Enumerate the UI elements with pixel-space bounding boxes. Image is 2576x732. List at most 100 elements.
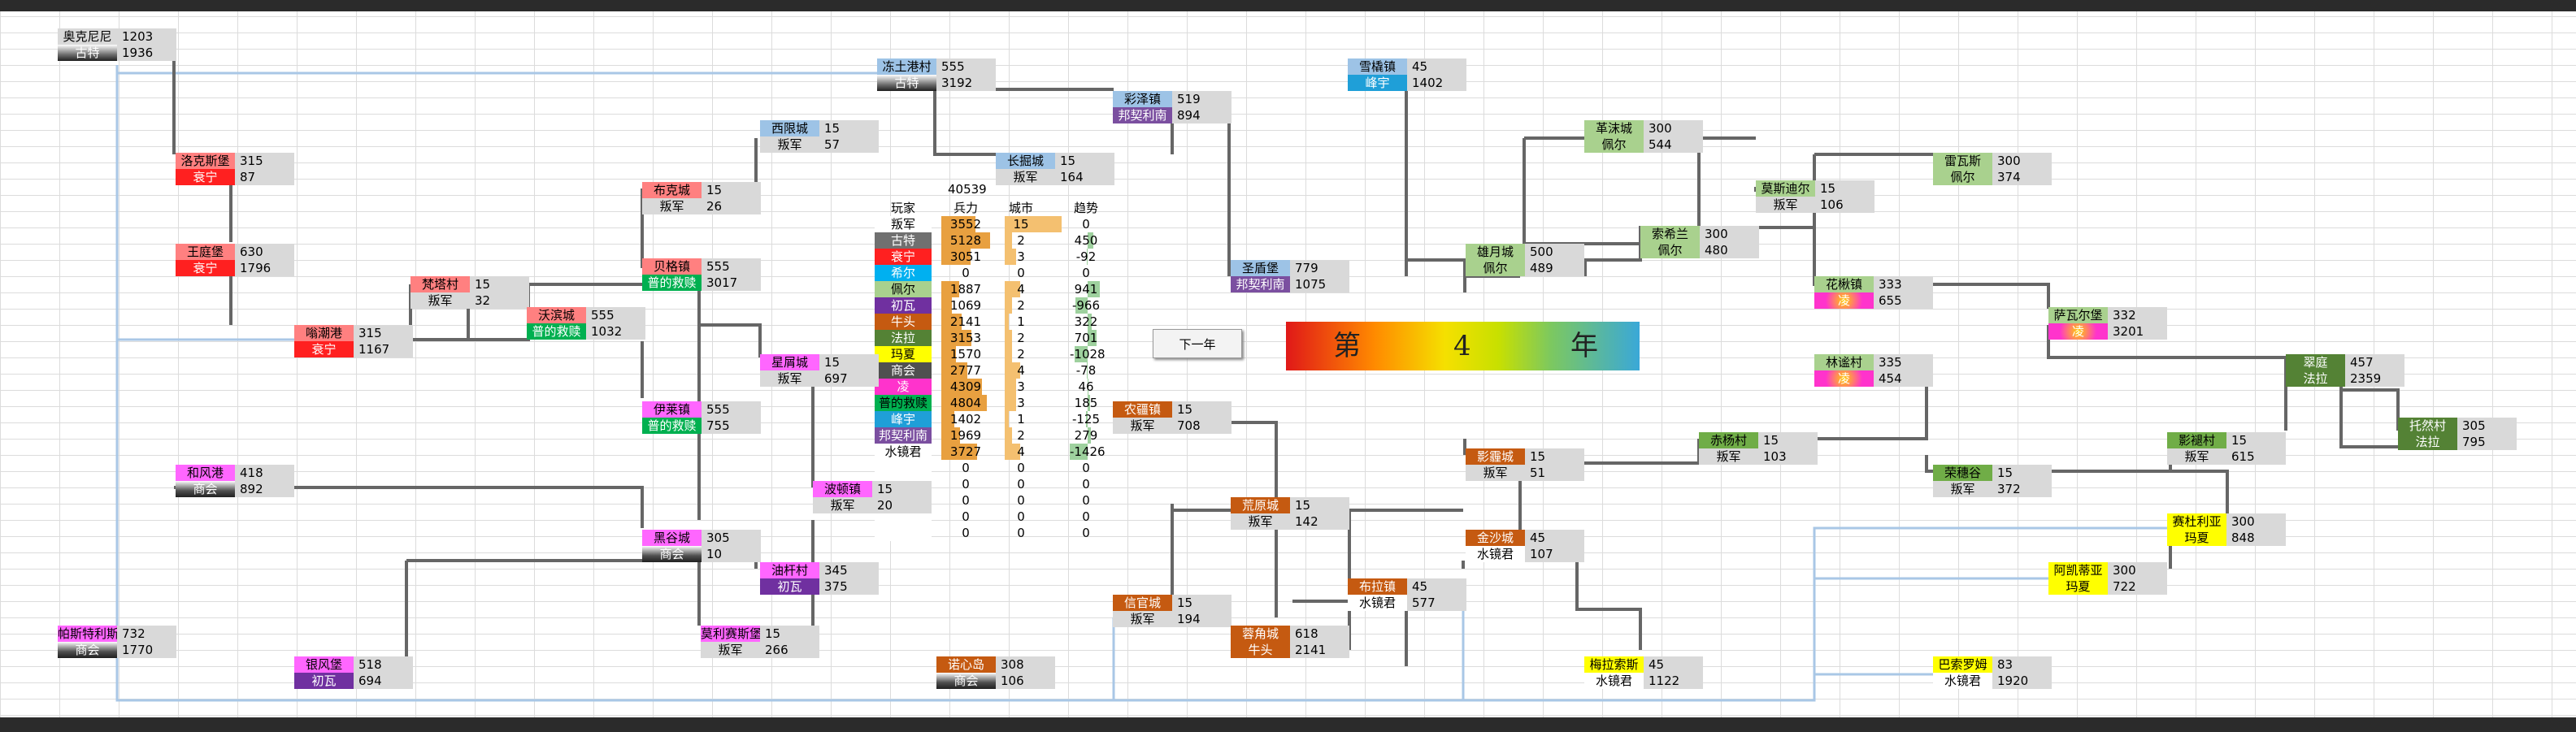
- stats-trend: -78: [1075, 363, 1097, 378]
- city-gold: 1936: [117, 45, 176, 61]
- troops-bar: [941, 216, 975, 232]
- stats-trend: 185: [1074, 396, 1098, 410]
- city-troops: 779: [1290, 260, 1349, 276]
- city-node[interactable]: 林谧村凌 335 454: [1814, 354, 1933, 387]
- city-node[interactable]: 雷瓦斯 佩尔 300 374: [1933, 153, 2052, 185]
- city-node[interactable]: 奥克尼尼 古特 1203 1936: [58, 28, 176, 61]
- city-faction: 初瓦: [760, 578, 819, 595]
- stats-row: 牛头 2141 1 322: [875, 314, 1102, 330]
- city-faction: 叛军: [701, 642, 760, 658]
- city-troops: 345: [819, 562, 879, 578]
- city-node[interactable]: 王庭堡 衰宁 630 1796: [176, 244, 294, 276]
- city-node[interactable]: 嗡潮港 衰宁 315 1167: [294, 325, 413, 357]
- city-node[interactable]: 阿凯蒂亚 玛夏 300 722: [2048, 562, 2167, 595]
- city-node[interactable]: 西限城 叛军 15 57: [760, 120, 879, 153]
- city-node[interactable]: 托然村 法拉 305 795: [2398, 418, 2517, 450]
- city-faction: 邦契利南: [1113, 107, 1172, 123]
- stats-cities: 2: [1017, 331, 1025, 345]
- city-node[interactable]: 花楸镇凌 333 655: [1814, 276, 1933, 309]
- city-faction: 普的救赎: [642, 418, 702, 434]
- city-node[interactable]: 赛杜利亚 玛夏 300 848: [2167, 513, 2286, 546]
- city-node[interactable]: 油杆村 初瓦 345 375: [760, 562, 879, 595]
- city-node[interactable]: 星屑城 叛军 15 697: [760, 354, 879, 387]
- stats-cities: 3: [1017, 396, 1025, 410]
- city-node[interactable]: 布克城 叛军 15 26: [642, 182, 761, 214]
- stats-trend: 0: [1082, 461, 1090, 475]
- city-node[interactable]: 梅拉索斯 水镜君 45 1122: [1584, 656, 1703, 689]
- city-node[interactable]: 荒原城 叛军 15 142: [1231, 497, 1349, 530]
- city-node[interactable]: 莫利赛斯堡 叛军 15 266: [701, 626, 819, 658]
- city-node[interactable]: 布拉镇 水镜君 45 577: [1348, 578, 1466, 611]
- city-node[interactable]: 巴索罗姆 水镜君 83 1920: [1933, 656, 2052, 689]
- city-troops: 15: [1172, 595, 1232, 611]
- stats-trend: 46: [1078, 379, 1094, 394]
- city-node[interactable]: 金沙城 水镜君 45 107: [1466, 530, 1584, 562]
- stats-faction: 古特: [875, 232, 932, 249]
- city-troops: 630: [235, 244, 294, 260]
- city-node[interactable]: 长掘城 叛军 15 164: [996, 153, 1114, 185]
- city-troops: 15: [2226, 432, 2286, 448]
- city-node[interactable]: 波顿镇 叛军 15 20: [813, 481, 932, 513]
- stats-cities: 4: [1017, 282, 1025, 297]
- city-troops: 335: [1874, 354, 1933, 370]
- trend-bar: [1088, 232, 1093, 249]
- city-node[interactable]: 冻土港村 古特 555 3192: [877, 58, 996, 91]
- city-node[interactable]: 雄月城 佩尔 500 489: [1466, 244, 1584, 276]
- city-node[interactable]: 索希兰 佩尔 300 480: [1640, 226, 1759, 258]
- city-node[interactable]: 莫斯迪尔 叛军 15 106: [1756, 180, 1874, 213]
- city-faction: 佩尔: [1584, 136, 1644, 153]
- stats-row: 希尔 0 0 0: [875, 265, 1102, 281]
- city-troops: 15: [1758, 432, 1818, 448]
- city-name: 布拉镇: [1348, 578, 1407, 595]
- city-name: 赛杜利亚: [2167, 513, 2226, 530]
- stats-trend: 0: [1082, 477, 1090, 492]
- stats-troops: 0: [962, 493, 970, 508]
- city-name: 赤杨村: [1699, 432, 1758, 448]
- city-gold: 3192: [936, 75, 996, 91]
- city-node[interactable]: 荣穗谷 叛军 15 372: [1933, 465, 2052, 497]
- trend-bar: [1088, 281, 1100, 297]
- city-faction: 普的救赎: [527, 323, 586, 340]
- city-node[interactable]: 影霾城 叛军 15 51: [1466, 448, 1584, 481]
- city-node[interactable]: 帕斯特利斯 商会 732 1770: [58, 626, 176, 658]
- city-node[interactable]: 信官城 叛军 15 194: [1113, 595, 1232, 627]
- city-name: 布克城: [642, 182, 702, 198]
- city-node[interactable]: 翠庭 法拉 457 2359: [2286, 354, 2404, 387]
- city-gold: 164: [1055, 169, 1114, 185]
- city-node[interactable]: 蓉角城 牛头 618 2141: [1231, 626, 1349, 658]
- city-node[interactable]: 伊莱镇 普的救赎 555 755: [642, 401, 761, 434]
- cities-bar: [1005, 249, 1016, 265]
- city-node[interactable]: 诺心岛 商会 308 106: [936, 656, 1055, 689]
- city-node[interactable]: 萨瓦尔堡凌 332 3201: [2048, 307, 2167, 340]
- next-year-button[interactable]: 下一年: [1153, 329, 1242, 358]
- city-troops: 15: [1815, 180, 1874, 197]
- city-name: 冻土港村: [877, 58, 936, 75]
- city-node[interactable]: 彩泽镇 邦契利南 519 894: [1113, 91, 1232, 123]
- city-node[interactable]: 赤杨村 叛军 15 103: [1699, 432, 1818, 465]
- city-node[interactable]: 沃滨城 普的救赎 555 1032: [527, 307, 645, 340]
- stats-trend: 0: [1082, 526, 1090, 540]
- city-faction: 法拉: [2286, 370, 2345, 387]
- stats-cities: 1: [1017, 412, 1025, 427]
- city-node[interactable]: 洛克斯堡 衰宁 315 87: [176, 153, 294, 185]
- city-name: 彩泽镇: [1113, 91, 1172, 107]
- city-node[interactable]: 贝格镇 普的救赎 555 3017: [642, 258, 761, 291]
- city-name: 贝格镇: [642, 258, 702, 275]
- city-node[interactable]: 银风堡 初瓦 518 694: [294, 656, 413, 689]
- city-node[interactable]: 雪橇镇 峰宇 45 1402: [1348, 58, 1466, 91]
- city-name: 王庭堡: [176, 244, 235, 260]
- city-node[interactable]: 梵塔村 叛军 15 32: [411, 276, 529, 309]
- stats-row: 佩尔 1887 4 941: [875, 281, 1102, 297]
- city-faction: 初瓦: [294, 673, 354, 689]
- troops-bar: [941, 249, 971, 265]
- city-node[interactable]: 影褪村 叛军 15 615: [2167, 432, 2286, 465]
- city-node[interactable]: 黑谷城 商会 305 10: [642, 530, 761, 562]
- city-gold: 480: [1700, 242, 1759, 258]
- city-node[interactable]: 革沫城 佩尔 300 544: [1584, 120, 1703, 153]
- city-name: 长掘城: [996, 153, 1055, 169]
- city-node[interactable]: 和风港 商会 418 892: [176, 465, 294, 497]
- city-troops: 15: [702, 182, 761, 198]
- city-node[interactable]: 农疆镇 叛军 15 708: [1113, 401, 1232, 434]
- city-name: 索希兰: [1640, 226, 1700, 242]
- city-node[interactable]: 圣盾堡 邦契利南 779 1075: [1231, 260, 1349, 292]
